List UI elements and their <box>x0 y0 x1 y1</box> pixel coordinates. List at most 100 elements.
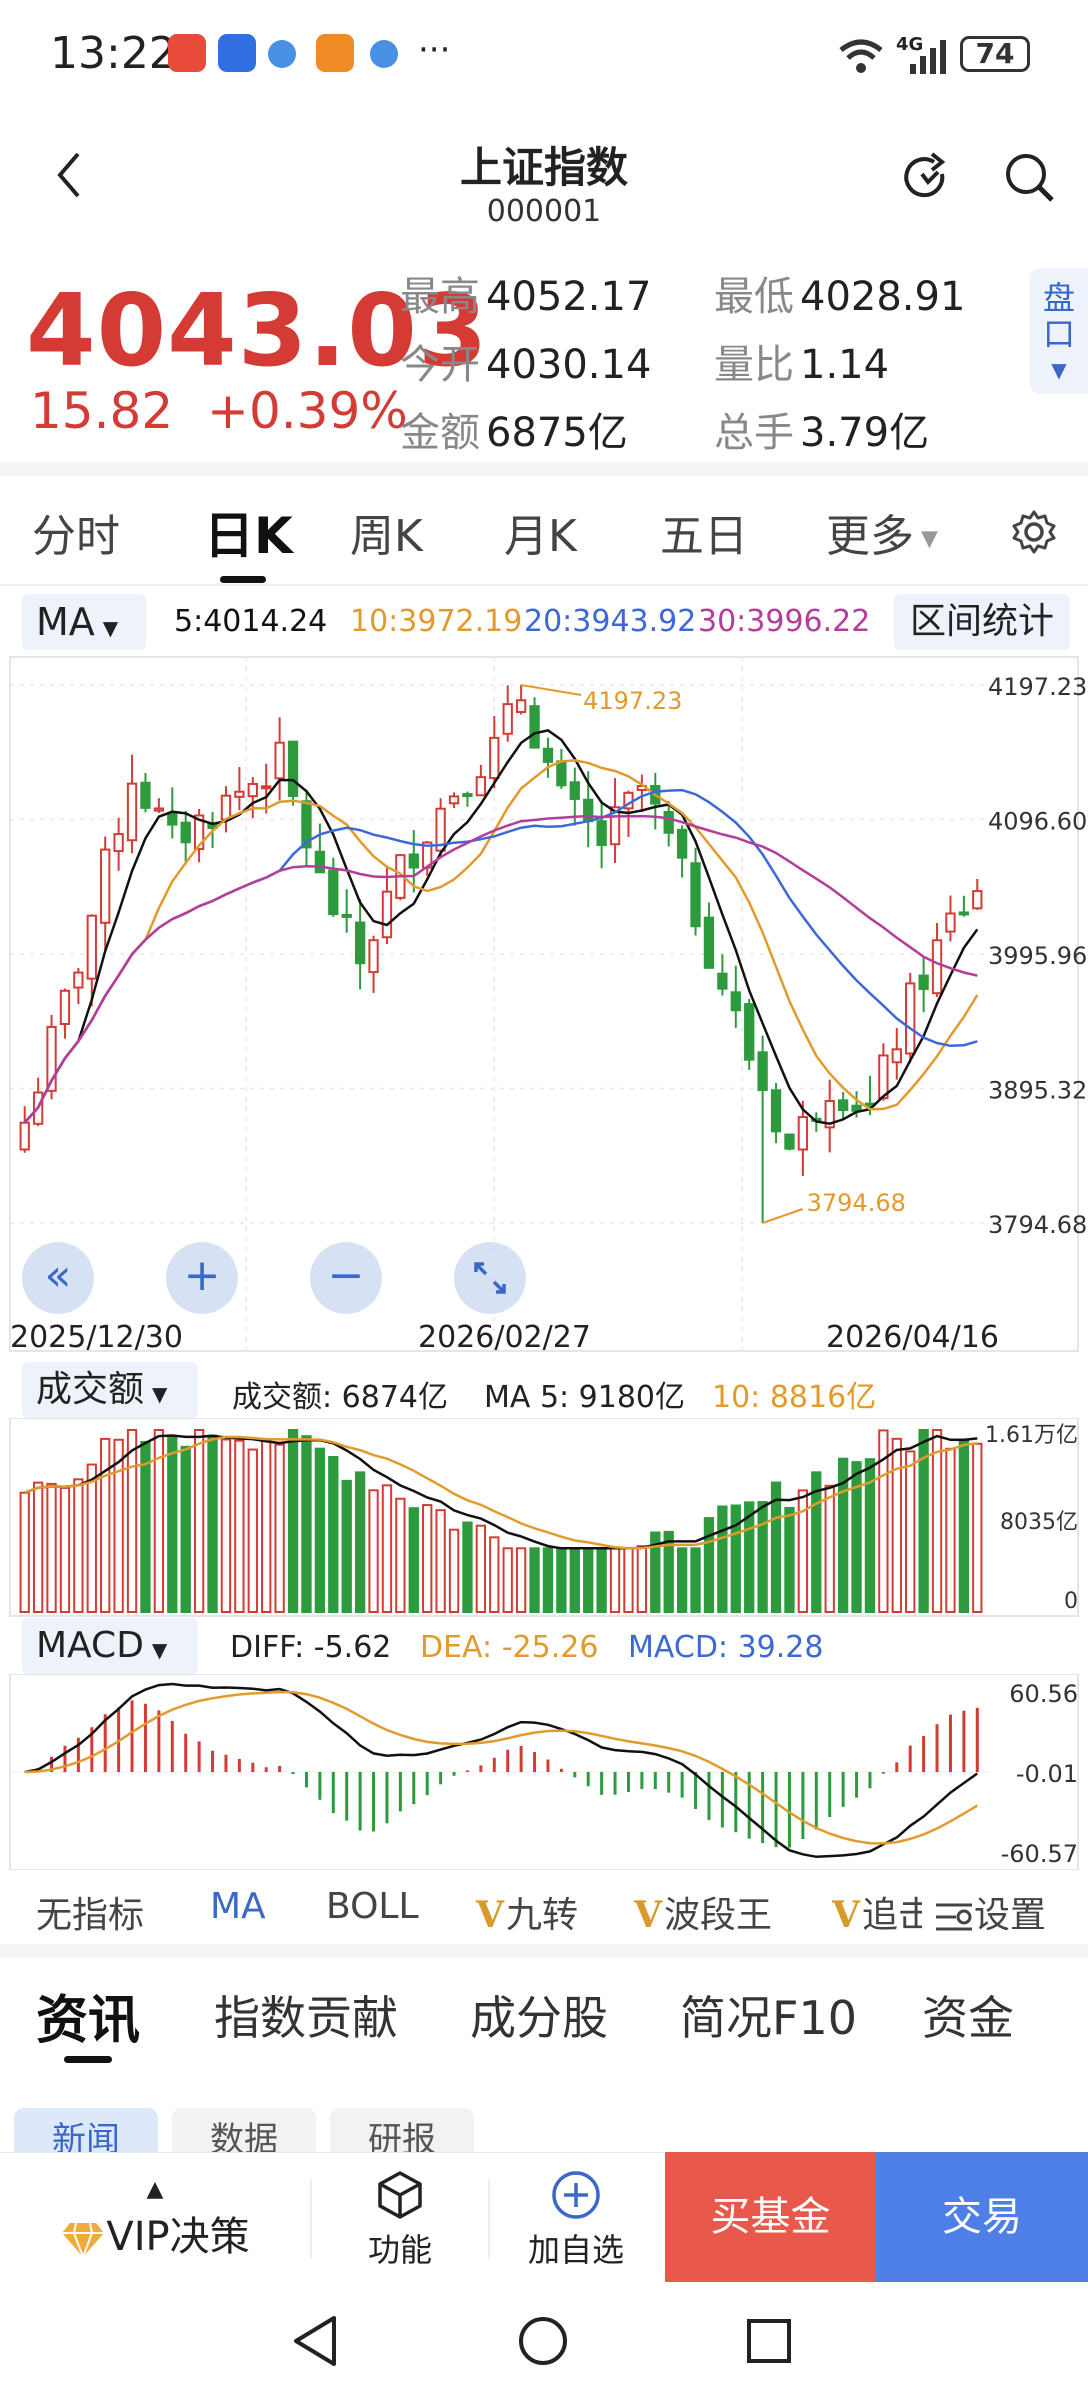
volume-bar <box>650 1531 661 1613</box>
stat-label: 金额 <box>400 410 480 456</box>
volume-bar <box>690 1547 701 1614</box>
volume-bar <box>891 1437 902 1613</box>
sliders-icon <box>936 1903 972 1931</box>
divider <box>0 584 1088 586</box>
indicator-boll[interactable]: BOLL <box>326 1886 419 1927</box>
volume-bar <box>529 1547 540 1614</box>
candle-body <box>328 869 339 916</box>
volume-bar <box>556 1547 567 1614</box>
candle-body <box>86 914 97 980</box>
y-tick-label: 1.61万亿 <box>985 1423 1078 1448</box>
vip-decision-button[interactable]: ▲ VIP决策 <box>40 2153 270 2262</box>
interval-stats-button[interactable]: 区间统计 <box>894 594 1070 650</box>
chart-frame <box>9 656 1079 1352</box>
kline-chart[interactable]: 4197.23 4096.60 3995.96 3895.32 3794.68 4197… <box>0 655 1088 1355</box>
candle-body <box>703 916 715 969</box>
candle-body <box>757 1051 768 1092</box>
volume-bar <box>19 1491 30 1613</box>
stat-label: 最高 <box>400 274 480 320</box>
low-marker-label: 3794.68 <box>807 1189 906 1217</box>
trade-button[interactable]: 交易 <box>876 2152 1088 2282</box>
candle-body <box>770 1089 782 1133</box>
volume-ma5-line <box>24 1434 978 1550</box>
candle-body <box>878 1054 889 1100</box>
tab-news[interactable]: 资讯 <box>36 1991 141 2051</box>
candle-body <box>59 989 71 1026</box>
stat-low: 最低 4028.91 <box>714 264 965 322</box>
settings-gear-icon[interactable] <box>1010 508 1058 556</box>
candle-body <box>663 811 674 834</box>
indicator-chase[interactable]: V追击 <box>832 1886 922 1938</box>
stat-amount: 金额 6875亿 <box>400 400 628 458</box>
back-icon[interactable] <box>54 150 84 200</box>
stock-code: 000001 <box>486 194 602 229</box>
vip-v-icon: V <box>832 1894 860 1936</box>
candle-body <box>167 812 178 826</box>
tab-five-day[interactable]: 五日 <box>660 511 748 562</box>
candle-body <box>529 705 540 749</box>
macd-diff: DIFF: -5.62 <box>230 1630 392 1665</box>
ma20-line <box>23 788 978 1124</box>
tab-index-contribution[interactable]: 指数贡献 <box>214 1991 398 2045</box>
tab-monthly-k[interactable]: 月K <box>504 511 577 562</box>
scroll-left-button[interactable]: « <box>22 1242 94 1314</box>
cube-icon <box>378 2171 422 2219</box>
ma-selector[interactable]: MA ▼ <box>22 594 146 650</box>
volume-bar <box>435 1509 446 1613</box>
status-time: 13:22 <box>50 28 177 79</box>
zoom-in-button[interactable]: + <box>166 1242 238 1314</box>
candle-body <box>744 1003 755 1061</box>
search-icon[interactable] <box>1002 150 1058 206</box>
candle-body <box>690 862 701 928</box>
pankou-button[interactable]: 盘口 ▼ <box>1030 268 1088 394</box>
app-notification-icon <box>168 34 206 72</box>
volume-bar <box>448 1528 460 1613</box>
indicator-ma[interactable]: MA <box>210 1886 266 1927</box>
fullscreen-button[interactable] <box>454 1242 526 1314</box>
plus-circle-icon <box>552 2171 600 2219</box>
volume-bar <box>220 1438 232 1613</box>
function-button[interactable]: 功能 <box>330 2169 470 2271</box>
change-percent: +0.39% <box>207 382 408 440</box>
zoom-out-button[interactable]: − <box>310 1242 382 1314</box>
tab-constituents[interactable]: 成分股 <box>470 1991 608 2045</box>
y-tick-label: 8035亿 <box>1000 1510 1078 1535</box>
candle-body <box>918 974 929 990</box>
indicator-settings-button[interactable]: 设置 <box>934 1886 1047 1938</box>
tab-f10[interactable]: 简况F10 <box>680 1991 857 2045</box>
volume-bar <box>918 1429 929 1613</box>
buy-fund-button[interactable]: 买基金 <box>665 2152 876 2282</box>
volume-bar <box>744 1501 755 1613</box>
ma10-value: 10:3972.19 <box>350 604 523 639</box>
nav-recents-icon[interactable] <box>744 2316 794 2366</box>
volume-bar <box>234 1439 245 1614</box>
ma30-value: 30:3996.22 <box>698 604 871 639</box>
tab-weekly-k[interactable]: 周K <box>350 511 423 562</box>
candle-body <box>596 820 607 847</box>
volume-bar <box>878 1429 889 1613</box>
status-bar: 13:22 ··· 4G 74 <box>0 0 1088 110</box>
nav-back-icon[interactable] <box>290 2314 340 2368</box>
tab-capital[interactable]: 资金 <box>922 1991 1014 2045</box>
volume-selector[interactable]: 成交额 ▼ <box>22 1362 198 1418</box>
candle-body <box>515 699 527 714</box>
indicator-none[interactable]: 无指标 <box>36 1895 145 1936</box>
y-tick-label: 0 <box>1064 1589 1078 1614</box>
tab-daily-k[interactable]: 日K <box>204 507 293 565</box>
indicator-nine-turn[interactable]: V九转 <box>476 1886 578 1938</box>
candle-body <box>153 807 165 812</box>
candle-body <box>905 982 916 1055</box>
add-watchlist-button[interactable]: 加自选 <box>506 2169 646 2271</box>
volume-bar <box>569 1547 580 1614</box>
refresh-icon[interactable] <box>898 150 954 206</box>
tab-more[interactable]: 更多 ▼ <box>826 500 938 564</box>
candle-body <box>784 1133 795 1150</box>
macd-selector[interactable]: MACD ▼ <box>22 1618 198 1674</box>
active-tab-indicator <box>220 576 266 583</box>
candle-body <box>972 890 983 910</box>
indicator-wave-king[interactable]: V波段王 <box>634 1886 772 1938</box>
tab-timeshare[interactable]: 分时 <box>32 511 120 562</box>
candle-body <box>891 1048 902 1064</box>
nav-home-icon[interactable] <box>516 2314 570 2368</box>
active-tab-indicator <box>64 2056 112 2063</box>
